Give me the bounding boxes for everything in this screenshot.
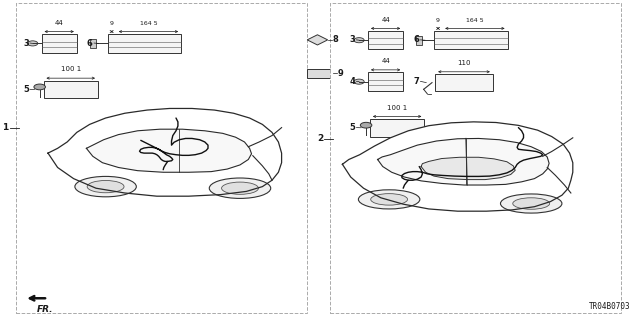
Ellipse shape bbox=[75, 176, 136, 197]
Text: 100 1: 100 1 bbox=[61, 66, 81, 72]
Ellipse shape bbox=[209, 178, 271, 198]
Text: 4: 4 bbox=[349, 77, 355, 86]
Bar bbox=[416, 36, 422, 45]
Bar bbox=[330, 3, 621, 313]
Ellipse shape bbox=[358, 190, 420, 209]
Bar bbox=[90, 39, 96, 48]
Bar bbox=[108, 34, 181, 53]
Polygon shape bbox=[342, 122, 573, 211]
Text: FR.: FR. bbox=[36, 305, 53, 314]
Circle shape bbox=[28, 41, 38, 46]
Text: 7: 7 bbox=[413, 77, 419, 86]
Text: 44: 44 bbox=[381, 58, 390, 64]
Text: 164 5: 164 5 bbox=[140, 21, 157, 26]
Polygon shape bbox=[86, 129, 252, 172]
Bar bbox=[42, 34, 77, 53]
Polygon shape bbox=[307, 35, 328, 45]
Ellipse shape bbox=[221, 182, 259, 194]
Text: 9: 9 bbox=[338, 69, 344, 78]
Text: 44: 44 bbox=[381, 17, 390, 23]
Text: 6: 6 bbox=[413, 35, 419, 44]
Text: TR04B0703: TR04B0703 bbox=[589, 302, 630, 311]
Text: 5: 5 bbox=[23, 85, 29, 94]
Text: 9: 9 bbox=[109, 21, 114, 26]
Polygon shape bbox=[378, 138, 549, 185]
Text: 164 5: 164 5 bbox=[466, 18, 484, 23]
Text: 8: 8 bbox=[333, 35, 339, 44]
Text: 3: 3 bbox=[349, 35, 355, 44]
Circle shape bbox=[34, 84, 45, 90]
Bar bbox=[435, 74, 493, 91]
Bar bbox=[368, 31, 403, 49]
Ellipse shape bbox=[371, 194, 408, 205]
Bar bbox=[368, 72, 403, 91]
Text: 44: 44 bbox=[55, 20, 63, 26]
Text: 2: 2 bbox=[317, 134, 323, 143]
Ellipse shape bbox=[513, 198, 550, 209]
Polygon shape bbox=[421, 157, 515, 180]
Text: 9: 9 bbox=[436, 18, 440, 23]
Text: 100 1: 100 1 bbox=[387, 105, 407, 111]
Text: 3: 3 bbox=[23, 39, 29, 48]
Text: 5: 5 bbox=[349, 123, 355, 132]
Bar bbox=[44, 81, 98, 98]
Bar bbox=[16, 3, 307, 313]
Text: 1: 1 bbox=[2, 123, 8, 132]
Circle shape bbox=[360, 122, 372, 128]
Circle shape bbox=[354, 79, 364, 84]
Circle shape bbox=[354, 38, 364, 43]
Bar bbox=[307, 69, 333, 78]
Text: 110: 110 bbox=[457, 60, 471, 66]
Ellipse shape bbox=[87, 181, 124, 193]
Ellipse shape bbox=[500, 194, 562, 213]
Bar bbox=[370, 119, 424, 137]
Polygon shape bbox=[48, 108, 282, 196]
Bar bbox=[434, 31, 508, 49]
Text: 6: 6 bbox=[87, 39, 93, 48]
